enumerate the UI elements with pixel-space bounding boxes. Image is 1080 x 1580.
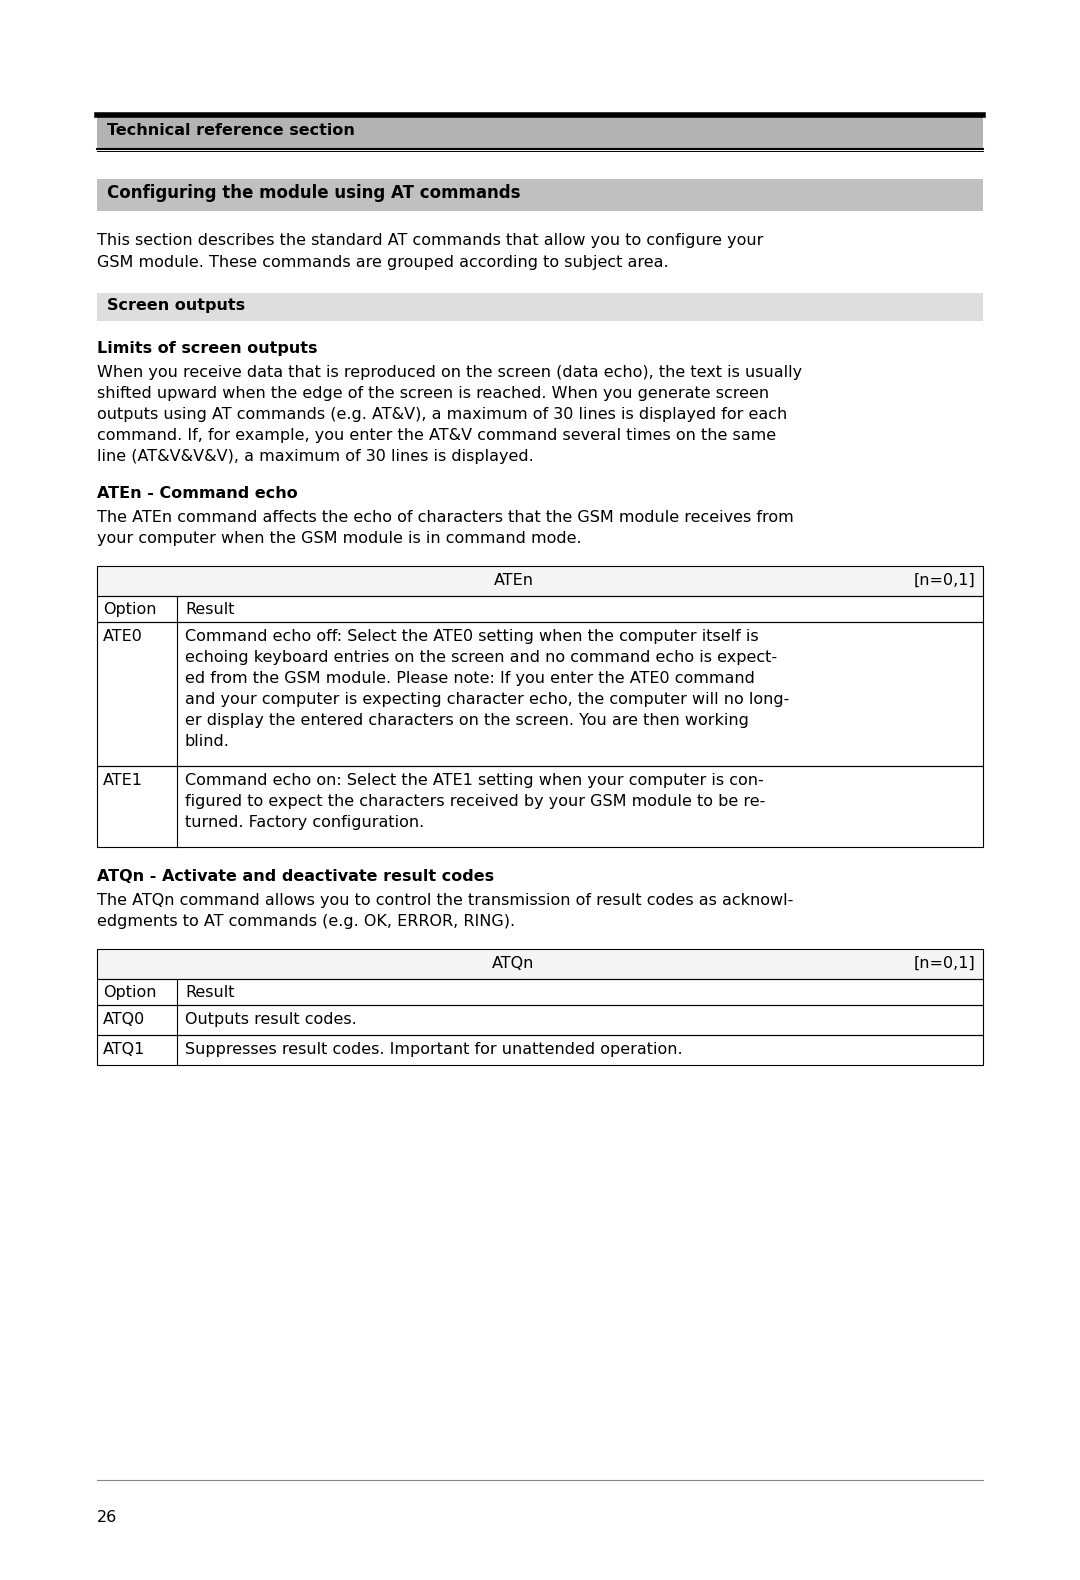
Bar [97, 950, 983, 980]
Text: command. If, for example, you enter the AT&V command several times on the same: command. If, for example, you enter the … [97, 428, 777, 442]
Text: ATEn - Command echo: ATEn - Command echo [97, 487, 298, 501]
Text: outputs using AT commands (e.g. AT&V), a maximum of 30 lines is displayed for ea: outputs using AT commands (e.g. AT&V), a… [97, 408, 787, 422]
Bar [97, 623, 983, 766]
Text: Option: Option [103, 602, 157, 618]
Text: Command echo off: Select the ATE0 setting when the computer itself is: Command echo off: Select the ATE0 settin… [185, 629, 758, 645]
Text: Limits of screen outputs: Limits of screen outputs [97, 341, 318, 356]
Bar [97, 117, 983, 149]
Text: GSM module. These commands are grouped according to subject area.: GSM module. These commands are grouped a… [97, 254, 669, 270]
Bar [97, 950, 983, 980]
Text: Screen outputs: Screen outputs [107, 299, 245, 313]
Text: The ATQn command allows you to control the transmission of result codes as ackno: The ATQn command allows you to control t… [97, 893, 794, 908]
Text: ATE1: ATE1 [103, 773, 143, 788]
Text: blind.: blind. [185, 735, 230, 749]
Text: The ATEn command affects the echo of characters that the GSM module receives fro: The ATEn command affects the echo of cha… [97, 510, 794, 525]
Text: ed from the GSM module. Please note: If you enter the ATE0 command: ed from the GSM module. Please note: If … [185, 672, 755, 686]
Text: and your computer is expecting character echo, the computer will no long-: and your computer is expecting character… [185, 692, 789, 706]
Text: ATE0: ATE0 [103, 629, 143, 645]
Text: shifted upward when the edge of the screen is reached. When you generate screen: shifted upward when the edge of the scre… [97, 386, 769, 401]
Text: ATQn: ATQn [492, 956, 535, 972]
Bar [97, 596, 983, 623]
Text: edgments to AT commands (e.g. OK, ERROR, RING).: edgments to AT commands (e.g. OK, ERROR,… [97, 913, 515, 929]
Text: Result: Result [185, 602, 234, 618]
Text: echoing keyboard entries on the screen and no command echo is expect-: echoing keyboard entries on the screen a… [185, 649, 778, 665]
Text: This section describes the standard AT commands that allow you to configure your: This section describes the standard AT c… [97, 232, 764, 248]
Bar [97, 596, 983, 623]
Text: figured to expect the characters received by your GSM module to be re-: figured to expect the characters receive… [185, 795, 766, 809]
Bar [97, 566, 983, 596]
Text: 26: 26 [97, 1510, 118, 1525]
Text: Command echo on: Select the ATE1 setting when your computer is con-: Command echo on: Select the ATE1 setting… [185, 773, 764, 788]
Bar [97, 980, 983, 1005]
Text: When you receive data that is reproduced on the screen (data echo), the text is : When you receive data that is reproduced… [97, 365, 802, 381]
Text: [n=0,1]: [n=0,1] [914, 956, 975, 972]
Bar [97, 1035, 983, 1065]
Text: ATQ0: ATQ0 [103, 1013, 145, 1027]
Bar [97, 292, 983, 321]
Bar [97, 980, 983, 1005]
Text: ATQn - Activate and deactivate result codes: ATQn - Activate and deactivate result co… [97, 869, 495, 883]
Bar [97, 1005, 983, 1035]
Text: turned. Factory configuration.: turned. Factory configuration. [185, 815, 424, 830]
Bar [97, 766, 983, 847]
Bar [97, 1005, 983, 1035]
Text: ATEn: ATEn [494, 574, 534, 588]
Bar [97, 1035, 983, 1065]
Bar [97, 623, 983, 766]
Bar [97, 766, 983, 847]
Text: Option: Option [103, 984, 157, 1000]
Bar [97, 179, 983, 212]
Text: ATQ1: ATQ1 [103, 1041, 146, 1057]
Text: Outputs result codes.: Outputs result codes. [185, 1013, 356, 1027]
Bar [97, 566, 983, 596]
Text: line (AT&V&V&V), a maximum of 30 lines is displayed.: line (AT&V&V&V), a maximum of 30 lines i… [97, 449, 534, 465]
Text: Technical reference section: Technical reference section [107, 123, 355, 137]
Text: your computer when the GSM module is in command mode.: your computer when the GSM module is in … [97, 531, 582, 547]
Text: Suppresses result codes. Important for unattended operation.: Suppresses result codes. Important for u… [185, 1041, 683, 1057]
Text: [n=0,1]: [n=0,1] [914, 574, 975, 588]
Text: Result: Result [185, 984, 234, 1000]
Text: Configuring the module using AT commands: Configuring the module using AT commands [107, 183, 521, 202]
Text: er display the entered characters on the screen. You are then working: er display the entered characters on the… [185, 713, 748, 728]
